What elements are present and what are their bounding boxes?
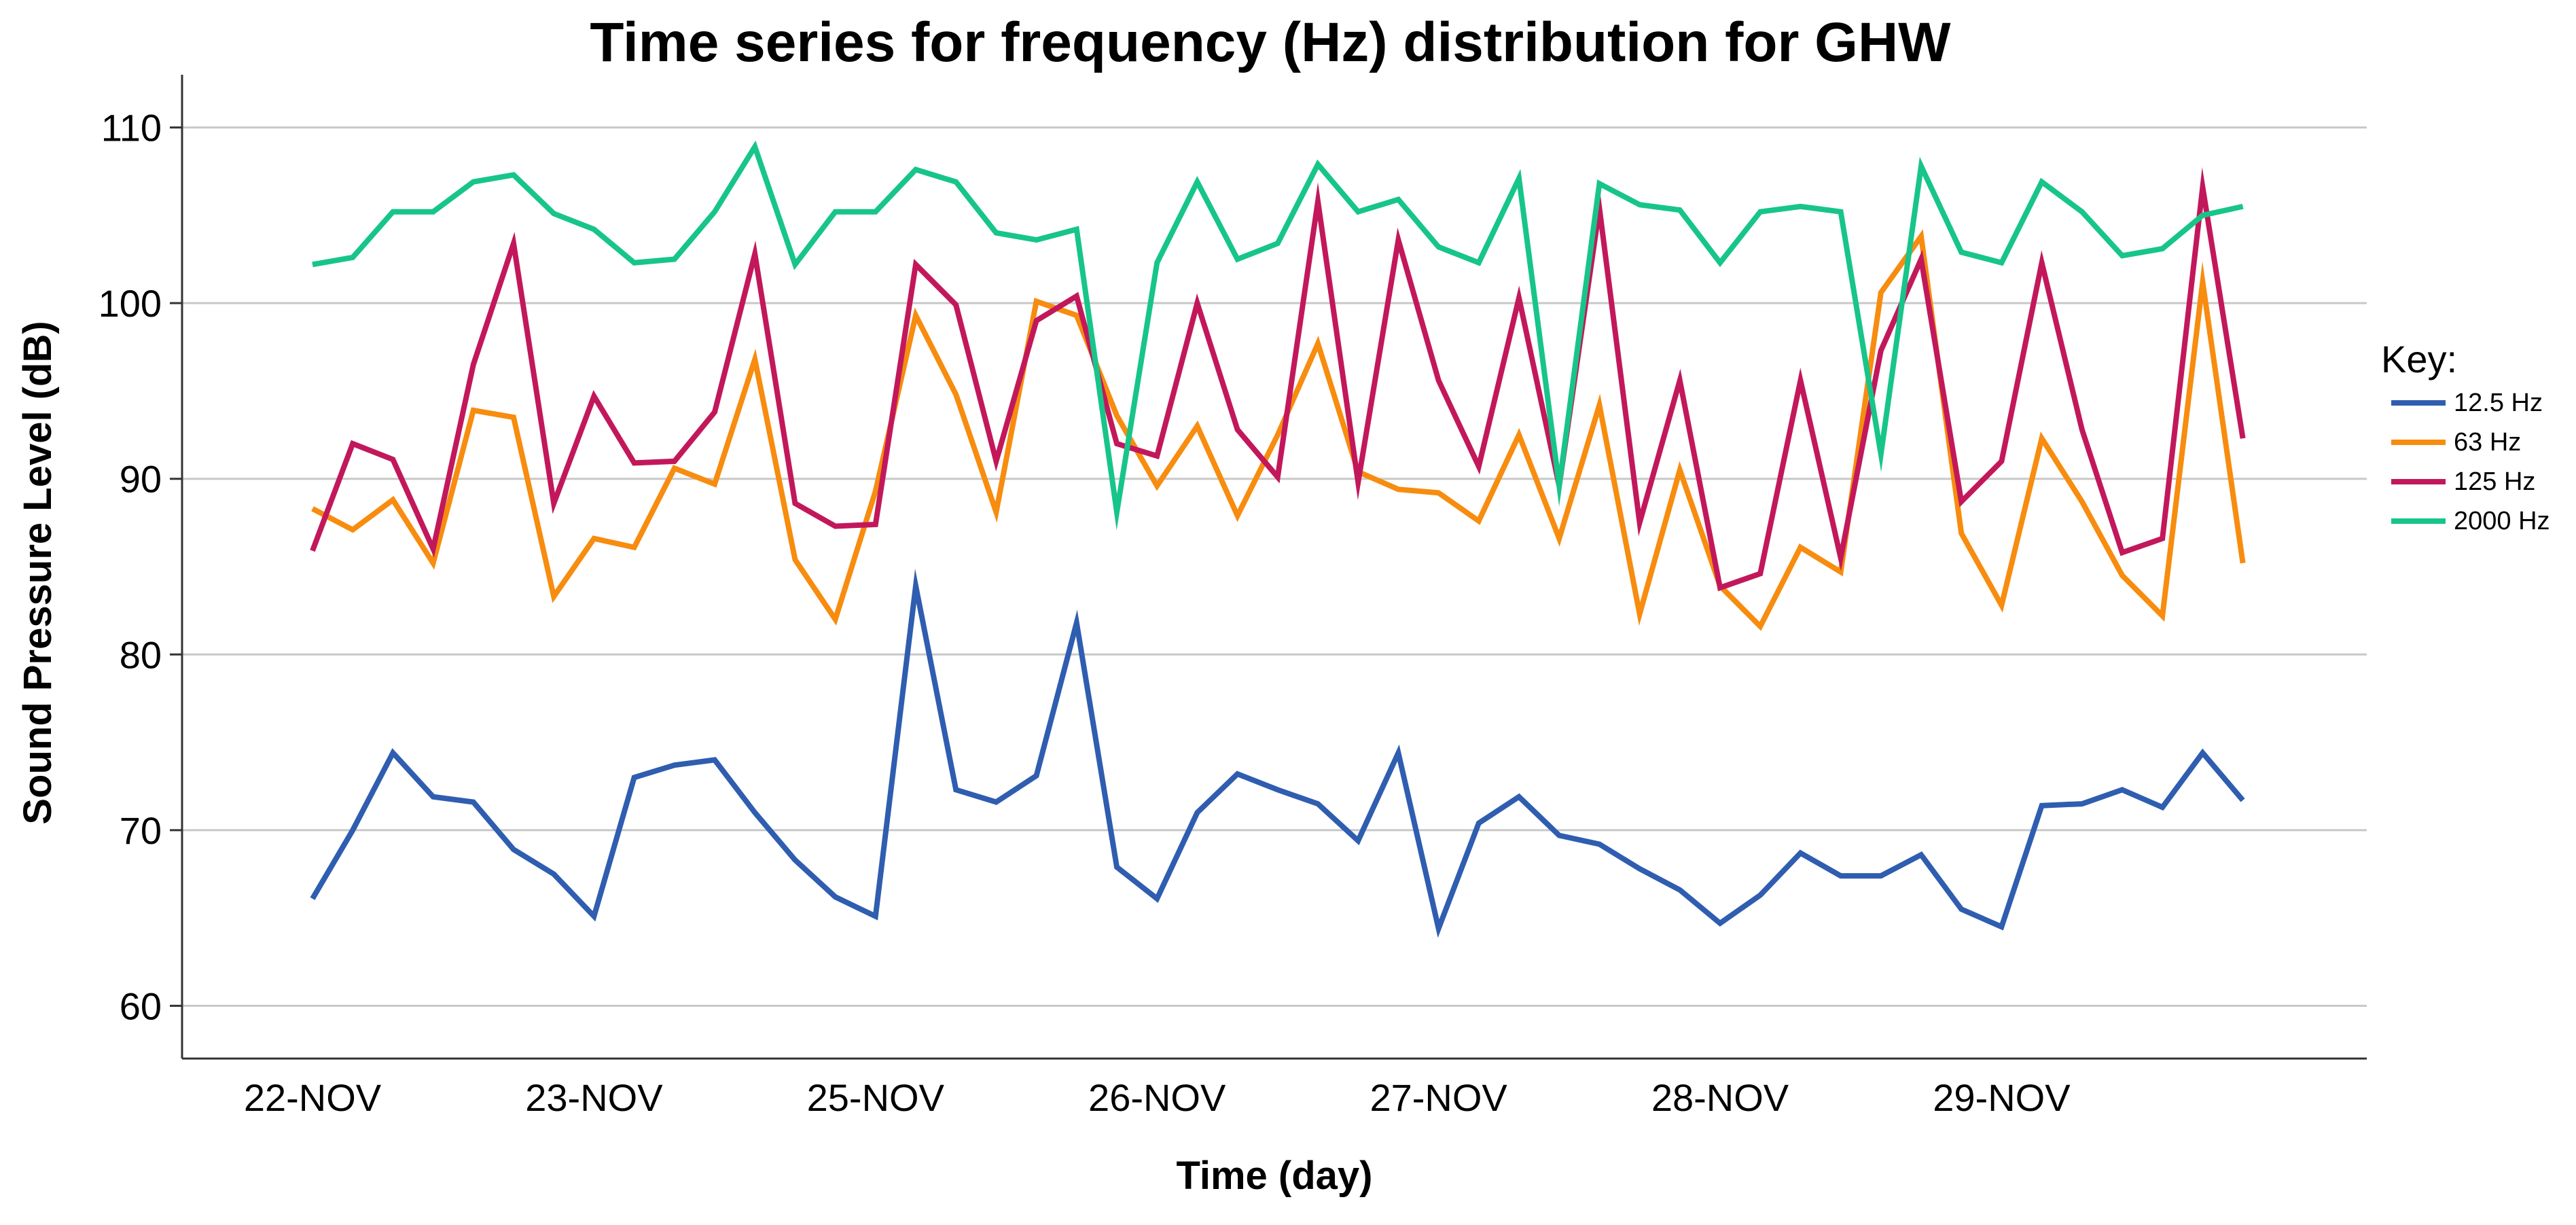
x-tick-labels: 22-NOV 23-NOV 25-NOV 26-NOV 27-NOV 28-NOV 29-N… — [244, 1076, 2071, 1119]
x-tick-label: 23-NOV — [525, 1076, 663, 1119]
legend-items: 12.5 Hz 63 Hz 125 Hz 2000 Hz — [2391, 389, 2550, 535]
series-line-63-hz — [311, 229, 2246, 631]
series-lines — [310, 140, 2246, 938]
legend: Key: 12.5 Hz 63 Hz 125 Hz 2000 Hz — [2381, 338, 2550, 535]
y-tick-label: 80 — [120, 633, 162, 676]
y-tick-label: 70 — [120, 809, 162, 852]
legend-label: 12.5 Hz — [2454, 389, 2543, 417]
x-tick-label: 25-NOV — [807, 1076, 945, 1119]
chart-title: Time series for frequency (Hz) distribut… — [590, 12, 1951, 73]
series-line-125-hz — [310, 167, 2246, 592]
x-tick-label: 28-NOV — [1651, 1076, 1789, 1119]
gridlines — [182, 126, 2367, 1007]
y-tick-label: 110 — [101, 107, 162, 149]
x-axis-title: Time (day) — [1176, 1154, 1372, 1198]
axes — [181, 75, 2367, 1060]
x-tick-label: 22-NOV — [244, 1076, 382, 1119]
x-tick-label: 29-NOV — [1933, 1076, 2071, 1119]
x-tick-label: 27-NOV — [1370, 1076, 1507, 1119]
y-tick-label: 100 — [99, 282, 162, 325]
legend-title: Key: — [2381, 338, 2457, 380]
x-tick-label: 26-NOV — [1088, 1076, 1226, 1119]
y-axis-title: Sound Pressure Level (dB) — [16, 321, 60, 824]
legend-label: 63 Hz — [2454, 428, 2521, 457]
legend-label: 2000 Hz — [2454, 507, 2550, 535]
y-tick-label: 90 — [120, 458, 162, 501]
series-line-12-5-hz — [310, 568, 2245, 938]
y-tick-labels: 60 70 80 90 100 110 — [99, 107, 182, 1027]
y-tick-label: 60 — [120, 984, 162, 1027]
series-line-2000-hz — [312, 140, 2244, 531]
legend-label: 125 Hz — [2454, 467, 2535, 496]
